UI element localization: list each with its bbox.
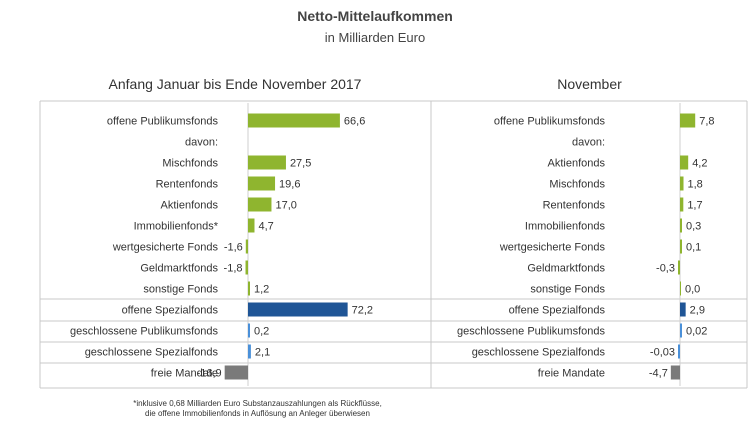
category-label-1-4: Rentenfonds <box>543 200 606 212</box>
value-label-0-10: 0,2 <box>254 326 269 338</box>
bar-0-2 <box>248 155 286 170</box>
bar-0-11 <box>248 344 251 359</box>
category-label-0-5: Immobilienfonds* <box>134 221 219 233</box>
panel-title-november: November <box>557 76 622 92</box>
bar-0-5 <box>248 218 255 233</box>
category-label-0-9: offene Spezialfonds <box>122 305 219 317</box>
value-label-0-3: 19,6 <box>279 179 300 191</box>
value-label-0-11: 2,1 <box>255 347 270 359</box>
bar-1-4 <box>680 197 684 212</box>
value-label-0-9: 72,2 <box>352 305 373 317</box>
bar-1-3 <box>680 176 684 191</box>
category-label-1-5: Immobilienfonds <box>525 221 606 233</box>
category-label-1-9: offene Spezialfonds <box>509 305 606 317</box>
category-label-0-8: sonstige Fonds <box>143 284 218 296</box>
value-label-1-12: -4,7 <box>649 368 668 380</box>
value-label-0-4: 17,0 <box>275 200 296 212</box>
bar-0-8 <box>248 281 250 296</box>
value-label-1-11: -0,03 <box>650 347 675 359</box>
footnote-line-2: die offene Immobilienfonds in Auflösung … <box>145 409 370 418</box>
footnote: *inklusive 0,68 Milliarden Euro Substanz… <box>100 399 415 419</box>
category-label-0-2: Mischfonds <box>162 158 218 170</box>
bar-1-7 <box>678 260 680 275</box>
value-label-0-7: -1,8 <box>224 263 243 275</box>
bar-0-4 <box>248 197 272 212</box>
value-label-0-8: 1,2 <box>254 284 269 296</box>
bar-1-6 <box>680 239 682 254</box>
bar-0-10 <box>248 323 250 338</box>
panel-title-year: Anfang Januar bis Ende November 2017 <box>108 76 362 92</box>
bar-0-9 <box>248 302 348 317</box>
category-label-1-0: offene Publikumsfonds <box>494 116 606 128</box>
value-label-1-2: 4,2 <box>692 158 707 170</box>
value-label-0-6: -1,6 <box>224 242 243 254</box>
category-label-0-12: freie Mandate <box>151 368 218 380</box>
value-label-0-0: 66,6 <box>344 116 365 128</box>
bar-1-0 <box>680 113 696 128</box>
bar-1-11 <box>678 344 680 359</box>
bar-0-12 <box>224 365 248 380</box>
value-label-0-12: -16,9 <box>197 368 222 380</box>
category-label-1-12: freie Mandate <box>538 368 605 380</box>
bar-0-7 <box>245 260 248 275</box>
category-label-0-11: geschlossene Spezialfonds <box>85 347 219 359</box>
category-label-0-7: Geldmarktfonds <box>140 263 218 275</box>
value-label-1-9: 2,9 <box>690 305 705 317</box>
value-label-1-10: 0,02 <box>686 326 707 338</box>
value-label-1-7: -0,3 <box>656 263 675 275</box>
value-label-1-3: 1,8 <box>688 179 703 191</box>
category-label-1-2: Aktienfonds <box>548 158 606 170</box>
category-label-1-1: davon: <box>572 137 605 149</box>
bar-1-2 <box>680 155 689 170</box>
bar-0-0 <box>248 113 340 128</box>
category-label-0-3: Rentenfonds <box>156 179 219 191</box>
category-label-1-7: Geldmarktfonds <box>527 263 605 275</box>
value-label-0-2: 27,5 <box>290 158 311 170</box>
bar-0-3 <box>248 176 276 191</box>
bar-1-9 <box>680 302 686 317</box>
value-label-1-5: 0,3 <box>686 221 701 233</box>
category-label-0-0: offene Publikumsfonds <box>107 116 219 128</box>
category-label-1-10: geschlossene Publikumsfonds <box>457 326 605 338</box>
category-label-1-8: sonstige Fonds <box>530 284 605 296</box>
bar-1-8 <box>680 281 681 296</box>
category-label-1-3: Mischfonds <box>549 179 605 191</box>
bar-1-10 <box>680 323 682 338</box>
category-label-0-1: davon: <box>185 137 218 149</box>
chart-title: Netto-Mittelaufkommen <box>297 8 453 24</box>
footnote-line-1: *inklusive 0,68 Milliarden Euro Substanz… <box>133 399 382 408</box>
value-label-1-8: 0,0 <box>685 284 700 296</box>
bar-1-5 <box>680 218 682 233</box>
chart-subtitle: in Milliarden Euro <box>324 30 426 45</box>
bar-1-12 <box>670 365 680 380</box>
category-label-1-11: geschlossene Spezialfonds <box>472 347 606 359</box>
category-label-1-6: wertgesicherte Fonds <box>499 242 606 254</box>
category-label-0-6: wertgesicherte Fonds <box>112 242 219 254</box>
value-label-1-6: 0,1 <box>686 242 701 254</box>
value-label-1-4: 1,7 <box>687 200 702 212</box>
category-label-0-4: Aktienfonds <box>161 200 219 212</box>
value-label-0-5: 4,7 <box>258 221 273 233</box>
category-label-0-10: geschlossene Publikumsfonds <box>70 326 218 338</box>
bar-0-6 <box>245 239 248 254</box>
value-label-1-0: 7,8 <box>699 116 714 128</box>
